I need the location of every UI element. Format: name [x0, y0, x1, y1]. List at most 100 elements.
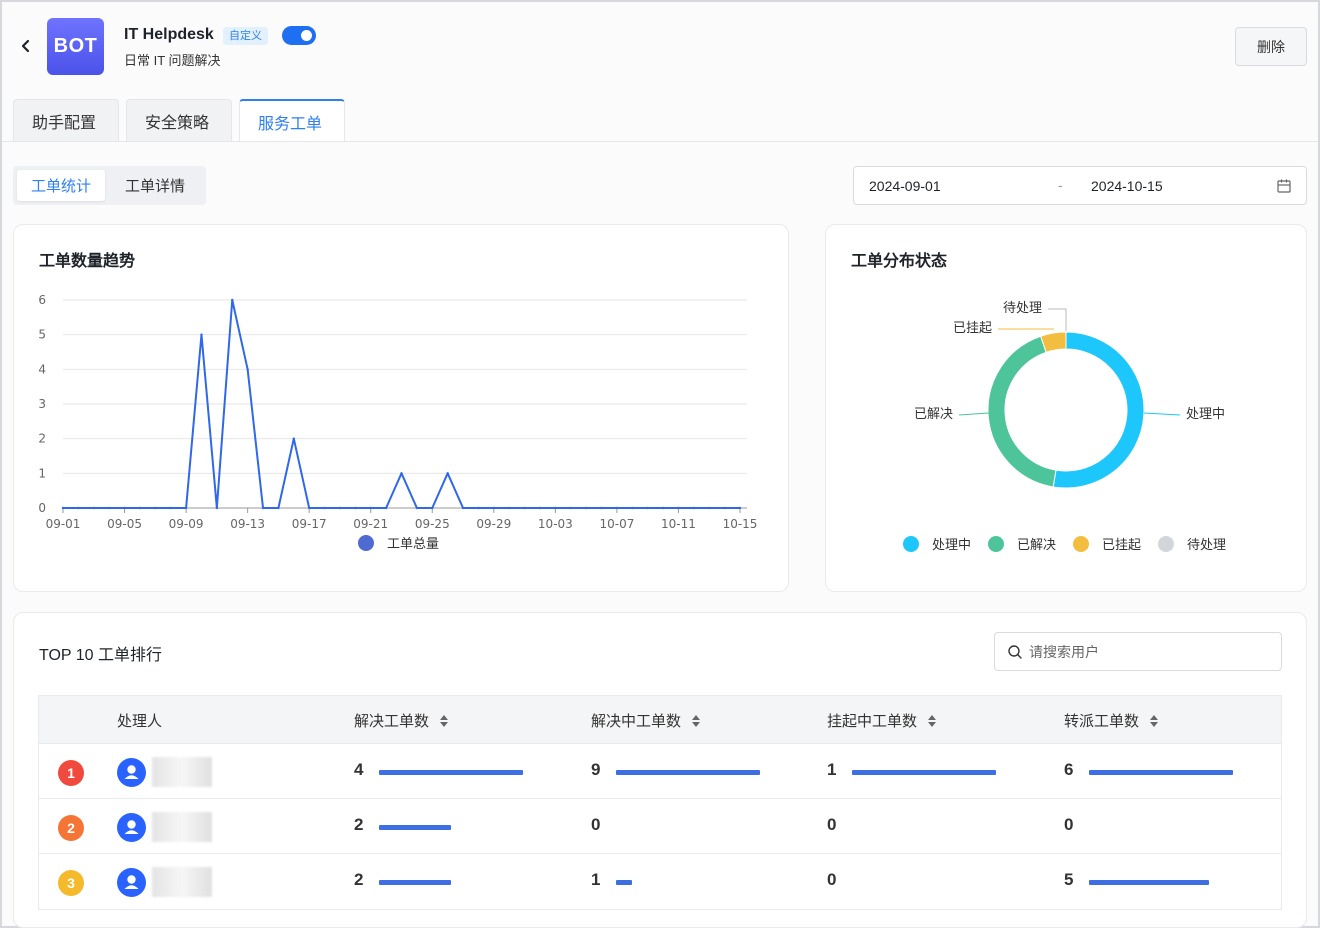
x-tick-label: 09-05: [107, 517, 142, 531]
in-progress-count: 1: [591, 870, 601, 889]
bot-name: IT Helpdesk: [124, 26, 214, 43]
data-point: [431, 506, 434, 510]
data-point: [738, 506, 742, 510]
data-point: [338, 506, 342, 510]
column-header-label: 处理人: [117, 713, 163, 730]
y-tick-label: 0: [38, 501, 46, 515]
column-header-transferred[interactable]: 转派工单数: [1064, 710, 1159, 731]
data-point: [200, 333, 203, 336]
data-point: [169, 506, 172, 510]
column-header-handler: 处理人: [117, 710, 162, 731]
slice-1: [987, 335, 1057, 488]
data-point: [569, 506, 572, 510]
legend-marker: [903, 536, 919, 552]
user-avatar-icon: [117, 813, 146, 842]
user-search-input[interactable]: [1029, 638, 1269, 666]
custom-badge: 自定义: [223, 27, 268, 45]
transferred-count-bar: [1089, 880, 1209, 885]
subtab-ticket-details[interactable]: 工单详情: [125, 178, 186, 195]
column-header-suspended[interactable]: 挂起中工单数: [827, 710, 937, 731]
transferred-count: 5: [1064, 870, 1074, 889]
leader-line: [1048, 308, 1067, 331]
column-header-in-progress[interactable]: 解决中工单数: [591, 710, 701, 731]
tab-service-tickets[interactable]: 服务工单: [239, 99, 345, 142]
calendar-icon[interactable]: [1276, 178, 1292, 194]
enable-toggle[interactable]: [282, 26, 316, 45]
legend-label: 处理中: [932, 538, 971, 553]
x-tick-label: 09-25: [415, 517, 450, 531]
distribution-title: 工单分布状态: [851, 253, 948, 270]
subtab-group: 工单统计 工单详情: [13, 166, 206, 205]
trend-card: 工单数量趋势 0 1 2 3 4 5 6 09-01 09-05 09-09 09-13 09-17 0…: [13, 224, 789, 592]
resolved-count: 4: [354, 760, 364, 779]
x-tick-label: 09-13: [230, 517, 265, 531]
legend-label: 已解决: [1017, 538, 1056, 553]
date-start[interactable]: 2024-09-01: [869, 178, 941, 194]
tab-security-policy[interactable]: 安全策略: [126, 99, 232, 142]
table-header: 处理人 解决工单数 解决中工单数 挂起中工单数 转派工单数: [39, 696, 1281, 744]
x-tick-label: 09-09: [169, 517, 204, 531]
legend-marker: [1073, 536, 1089, 552]
data-point: [646, 506, 649, 510]
data-point: [584, 506, 588, 510]
data-point: [554, 506, 557, 510]
resolved-count: 2: [354, 815, 364, 834]
resolved-count-bar: [379, 770, 523, 775]
back-arrow-icon[interactable]: [16, 34, 36, 58]
data-point: [461, 506, 465, 510]
legend-label: 待处理: [1187, 538, 1226, 553]
sort-icon[interactable]: [439, 714, 449, 728]
data-point: [446, 472, 449, 475]
in-progress-count: 0: [591, 815, 601, 834]
in-progress-count-bar: [616, 770, 760, 775]
user-avatar-icon: [117, 868, 146, 897]
data-point: [61, 506, 65, 510]
data-point: [184, 506, 188, 510]
sort-icon[interactable]: [691, 714, 701, 728]
user-search-box[interactable]: [994, 632, 1282, 671]
subtab-ticket-stats[interactable]: 工单统计: [17, 170, 106, 201]
x-tick-label: 10-03: [538, 517, 573, 531]
delete-button[interactable]: 删除: [1235, 27, 1307, 66]
y-tick-label: 5: [38, 328, 46, 342]
rank-badge: 3: [58, 870, 84, 896]
resolved-count-bar: [379, 825, 451, 830]
legend-marker: [988, 536, 1004, 552]
in-progress-count: 9: [591, 760, 601, 779]
column-header-resolved[interactable]: 解决工单数: [354, 710, 449, 731]
top10-card: TOP 10 工单排行 处理人 解决工单数 解决中工单数 挂起中工单数 转派工单…: [13, 612, 1307, 928]
tab-assistant-config[interactable]: 助手配置: [13, 99, 119, 142]
data-point: [77, 506, 80, 510]
data-point: [292, 437, 295, 440]
data-point: [123, 506, 126, 510]
data-point: [661, 506, 665, 510]
x-tick-label: 09-29: [476, 517, 511, 531]
data-point: [369, 506, 372, 510]
top10-title: TOP 10 工单排行: [39, 647, 163, 664]
trend-line-chart: 0 1 2 3 4 5 6 09-01 09-05 09-09 09-13 09-17 09-21 09-…: [38, 293, 757, 552]
data-point: [477, 506, 480, 510]
sort-icon[interactable]: [927, 714, 937, 728]
top10-table: 处理人 解决工单数 解决中工单数 挂起中工单数 转派工单数 1 4 9 1 6 2 2 0 0 0…: [38, 695, 1282, 910]
sort-icon[interactable]: [1149, 714, 1159, 728]
date-range-picker[interactable]: 2024-09-01 - 2024-10-15: [853, 166, 1307, 205]
slice-2: [1040, 331, 1067, 353]
resolved-count: 2: [354, 870, 364, 889]
data-point: [261, 506, 265, 510]
table-row: 3 2 1 0 5: [39, 854, 1281, 909]
toggle-knob: [301, 30, 312, 41]
data-point: [138, 506, 142, 510]
transferred-count-bar: [1089, 770, 1233, 775]
tabs-divider: [2, 141, 1318, 142]
slice-label: 已解决: [914, 407, 953, 422]
table-body: 1 4 9 1 6 2 2 0 0 0 3 2 1 0 5: [39, 744, 1281, 909]
date-end[interactable]: 2024-10-15: [1091, 178, 1163, 194]
x-tick-label: 09-01: [46, 517, 81, 531]
data-point: [600, 506, 603, 510]
data-point: [523, 506, 526, 510]
x-tick-label: 09-17: [292, 517, 327, 531]
column-header-label: 挂起中工单数: [827, 713, 918, 730]
redacted-username: [152, 812, 212, 842]
